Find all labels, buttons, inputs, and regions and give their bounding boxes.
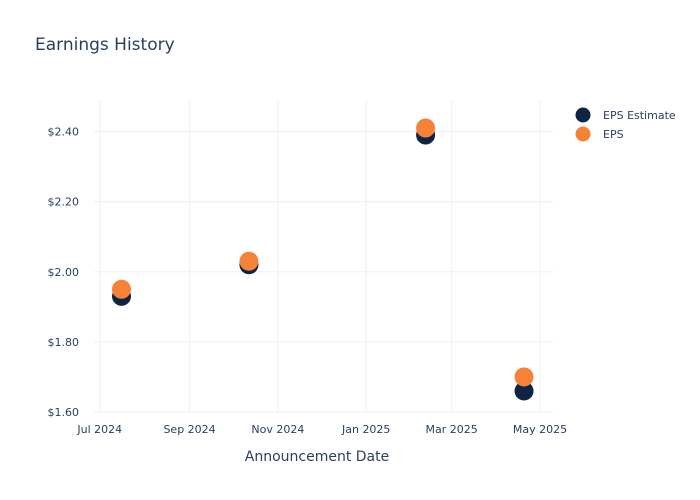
x-tick-label: Mar 2025: [426, 423, 478, 436]
x-axis-ticks: Jul 2024 Sep 2024 Nov 2024 Jan 2025 Mar 2025…: [76, 423, 567, 436]
y-tick-label: $1.60: [48, 406, 80, 419]
series-1: [112, 118, 534, 387]
data-series: [112, 118, 534, 401]
legend-item[interactable]: EPS Estimate: [575, 107, 676, 123]
grid: [94, 100, 553, 413]
x-tick-label: Jan 2025: [341, 423, 390, 436]
y-tick-label: $2.40: [48, 126, 80, 139]
data-point[interactable]: [112, 279, 132, 299]
x-tick-label: Sep 2024: [163, 423, 215, 436]
legend: EPS Estimate EPS: [575, 107, 676, 142]
x-tick-label: Jul 2024: [76, 423, 122, 436]
y-axis-ticks: $1.60 $1.80 $2.00 $2.20 $2.40: [48, 126, 80, 419]
series-0: [112, 125, 534, 401]
data-point[interactable]: [514, 367, 534, 387]
x-tick-label: Nov 2024: [251, 423, 304, 436]
y-tick-label: $2.00: [48, 266, 80, 279]
data-point[interactable]: [514, 381, 534, 401]
legend-marker: [575, 126, 591, 142]
y-tick-label: $2.20: [48, 196, 80, 209]
legend-marker: [575, 107, 591, 123]
x-axis-title: Announcement Date: [245, 449, 389, 465]
data-point[interactable]: [416, 118, 436, 138]
x-tick-label: May 2025: [513, 423, 567, 436]
chart-title: Earnings History: [35, 35, 175, 55]
data-point[interactable]: [239, 251, 259, 271]
y-tick-label: $1.80: [48, 336, 80, 349]
legend-item[interactable]: EPS: [575, 126, 624, 142]
legend-label: EPS Estimate: [603, 109, 676, 122]
legend-label: EPS: [603, 128, 624, 141]
